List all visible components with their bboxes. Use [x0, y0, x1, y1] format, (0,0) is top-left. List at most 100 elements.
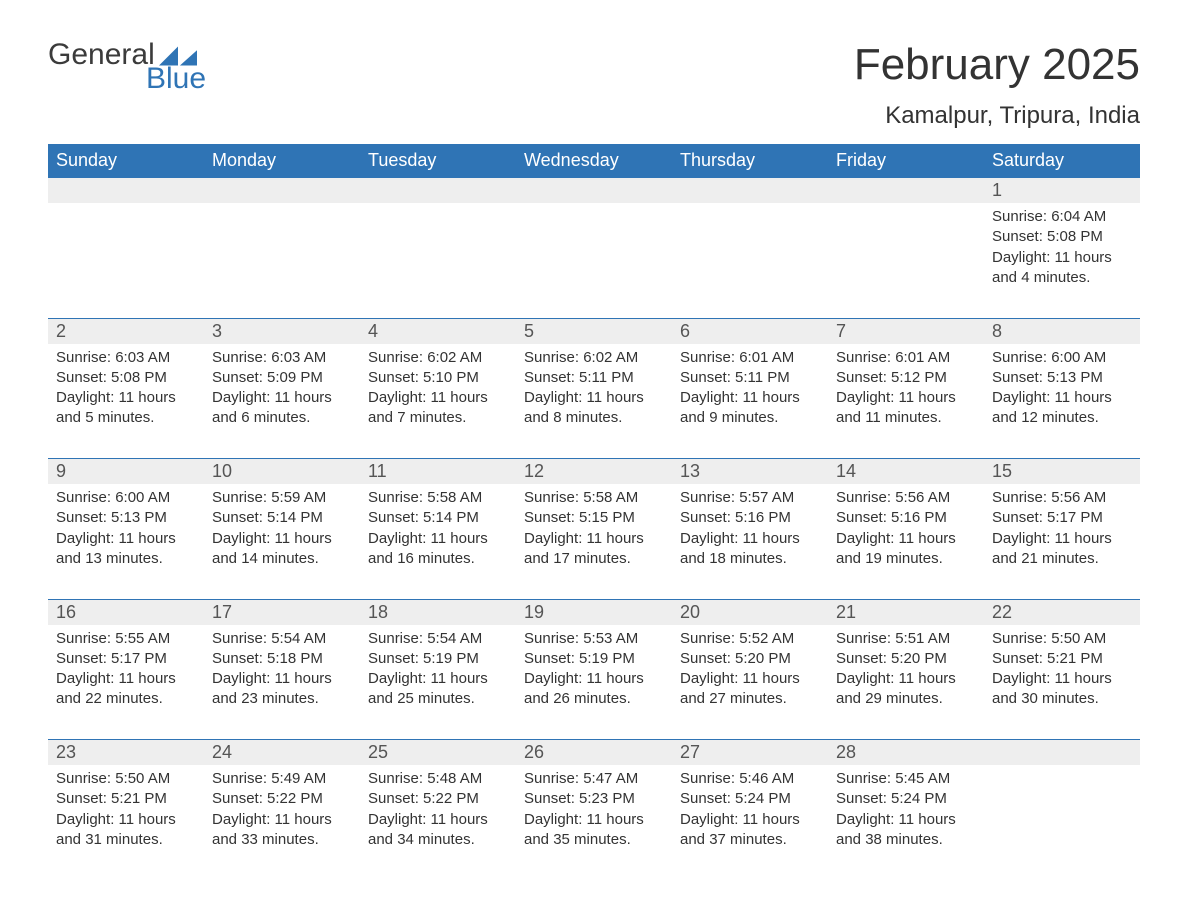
sunset-label: Sunset:: [368, 369, 423, 386]
title-block: February 2025 Kamalpur, Tripura, India: [854, 40, 1140, 130]
sunset-label: Sunset:: [56, 650, 111, 667]
day-cell-number: 6: [672, 318, 828, 344]
sunrise-value: 6:00 AM: [115, 489, 170, 506]
day-number: 11: [360, 459, 516, 484]
day-cell-info: [828, 203, 984, 302]
sunrise-label: Sunrise:: [992, 208, 1051, 225]
daylight-line: Daylight: 11 hours and 25 minutes.: [368, 669, 508, 710]
day-info: Sunrise: 5:52 AMSunset: 5:20 PMDaylight:…: [680, 629, 820, 710]
daylight-label: Daylight:: [680, 389, 743, 406]
day-info: Sunrise: 5:54 AMSunset: 5:19 PMDaylight:…: [368, 629, 508, 710]
week-separator: [48, 302, 1140, 318]
day-cell-info: Sunrise: 5:58 AMSunset: 5:14 PMDaylight:…: [360, 484, 516, 583]
sunset-value: 5:22 PM: [423, 790, 479, 807]
daylight-line: Daylight: 11 hours and 17 minutes.: [524, 529, 664, 570]
sunrise-line: Sunrise: 6:00 AM: [56, 488, 196, 508]
sunset-label: Sunset:: [836, 509, 891, 526]
sunrise-value: 6:01 AM: [895, 349, 950, 366]
day-number: 16: [48, 600, 204, 625]
sunset-line: Sunset: 5:19 PM: [524, 649, 664, 669]
sunset-label: Sunset:: [56, 790, 111, 807]
daylight-line: Daylight: 11 hours and 27 minutes.: [680, 669, 820, 710]
daylight-line: Daylight: 11 hours and 19 minutes.: [836, 529, 976, 570]
sunrise-value: 6:02 AM: [427, 349, 482, 366]
sunset-line: Sunset: 5:17 PM: [56, 649, 196, 669]
day-cell-number: 9: [48, 459, 204, 485]
daylight-line: Daylight: 11 hours and 16 minutes.: [368, 529, 508, 570]
day-number: 28: [828, 740, 984, 765]
sunrise-value: 5:50 AM: [1051, 630, 1106, 647]
daylight-line: Daylight: 11 hours and 38 minutes.: [836, 810, 976, 851]
sunrise-label: Sunrise:: [524, 770, 583, 787]
sunrise-line: Sunrise: 5:52 AM: [680, 629, 820, 649]
daylight-line: Daylight: 11 hours and 29 minutes.: [836, 669, 976, 710]
day-number: 27: [672, 740, 828, 765]
sunset-label: Sunset:: [680, 790, 735, 807]
day-cell-info: Sunrise: 5:47 AMSunset: 5:23 PMDaylight:…: [516, 765, 672, 864]
day-cell-info: Sunrise: 5:54 AMSunset: 5:18 PMDaylight:…: [204, 625, 360, 724]
sunrise-label: Sunrise:: [56, 349, 115, 366]
sunset-value: 5:10 PM: [423, 369, 479, 386]
day-cell-number: 24: [204, 740, 360, 766]
daylight-line: Daylight: 11 hours and 34 minutes.: [368, 810, 508, 851]
sunrise-label: Sunrise:: [368, 770, 427, 787]
sunset-value: 5:12 PM: [891, 369, 947, 386]
day-info: Sunrise: 5:59 AMSunset: 5:14 PMDaylight:…: [212, 488, 352, 569]
day-cell-number: 17: [204, 599, 360, 625]
day-cell-number: 21: [828, 599, 984, 625]
sunset-value: 5:20 PM: [735, 650, 791, 667]
sunrise-line: Sunrise: 5:58 AM: [524, 488, 664, 508]
sunrise-value: 5:54 AM: [271, 630, 326, 647]
daylight-label: Daylight:: [368, 811, 431, 828]
daylight-line: Daylight: 11 hours and 13 minutes.: [56, 529, 196, 570]
sunrise-value: 5:48 AM: [427, 770, 482, 787]
day-cell-number: 15: [984, 459, 1140, 485]
sunset-line: Sunset: 5:22 PM: [368, 789, 508, 809]
daylight-line: Daylight: 11 hours and 14 minutes.: [212, 529, 352, 570]
day-info: Sunrise: 5:55 AMSunset: 5:17 PMDaylight:…: [56, 629, 196, 710]
day-cell-info: Sunrise: 5:45 AMSunset: 5:24 PMDaylight:…: [828, 765, 984, 864]
week-daynum-row: 232425262728: [48, 740, 1140, 766]
daylight-line: Daylight: 11 hours and 26 minutes.: [524, 669, 664, 710]
sunrise-label: Sunrise:: [836, 349, 895, 366]
daylight-label: Daylight:: [992, 389, 1055, 406]
sunset-label: Sunset:: [524, 509, 579, 526]
day-cell-info: Sunrise: 5:50 AMSunset: 5:21 PMDaylight:…: [984, 625, 1140, 724]
day-info: Sunrise: 6:03 AMSunset: 5:09 PMDaylight:…: [212, 348, 352, 429]
daylight-line: Daylight: 11 hours and 31 minutes.: [56, 810, 196, 851]
day-cell-info: [984, 765, 1140, 864]
sunrise-value: 5:57 AM: [739, 489, 794, 506]
sunrise-value: 5:51 AM: [895, 630, 950, 647]
sunrise-line: Sunrise: 5:58 AM: [368, 488, 508, 508]
day-cell-number: 2: [48, 318, 204, 344]
day-cell-info: Sunrise: 5:57 AMSunset: 5:16 PMDaylight:…: [672, 484, 828, 583]
sunrise-label: Sunrise:: [836, 770, 895, 787]
day-cell-number: [672, 178, 828, 204]
week-info-row: Sunrise: 5:55 AMSunset: 5:17 PMDaylight:…: [48, 625, 1140, 724]
sunset-line: Sunset: 5:13 PM: [992, 368, 1132, 388]
week-separator: [48, 583, 1140, 599]
daylight-line: Daylight: 11 hours and 21 minutes.: [992, 529, 1132, 570]
day-info: Sunrise: 6:00 AMSunset: 5:13 PMDaylight:…: [992, 348, 1132, 429]
day-cell-info: Sunrise: 5:51 AMSunset: 5:20 PMDaylight:…: [828, 625, 984, 724]
weekday-header: Wednesday: [516, 144, 672, 178]
brand-word-2: Blue: [146, 64, 206, 94]
day-number: 19: [516, 600, 672, 625]
sunrise-label: Sunrise:: [212, 349, 271, 366]
daylight-line: Daylight: 11 hours and 8 minutes.: [524, 388, 664, 429]
sunrise-line: Sunrise: 5:53 AM: [524, 629, 664, 649]
sunrise-value: 5:50 AM: [115, 770, 170, 787]
daylight-label: Daylight:: [368, 670, 431, 687]
sunrise-value: 6:02 AM: [583, 349, 638, 366]
daylight-label: Daylight:: [992, 249, 1055, 266]
weekday-header: Thursday: [672, 144, 828, 178]
daylight-label: Daylight:: [368, 389, 431, 406]
sunset-label: Sunset:: [368, 509, 423, 526]
daylight-label: Daylight:: [56, 670, 119, 687]
day-cell-info: Sunrise: 5:52 AMSunset: 5:20 PMDaylight:…: [672, 625, 828, 724]
day-cell-number: 22: [984, 599, 1140, 625]
day-number: 6: [672, 319, 828, 344]
day-info: Sunrise: 5:51 AMSunset: 5:20 PMDaylight:…: [836, 629, 976, 710]
calendar-table: Sunday Monday Tuesday Wednesday Thursday…: [48, 144, 1140, 864]
day-info: Sunrise: 6:01 AMSunset: 5:12 PMDaylight:…: [836, 348, 976, 429]
